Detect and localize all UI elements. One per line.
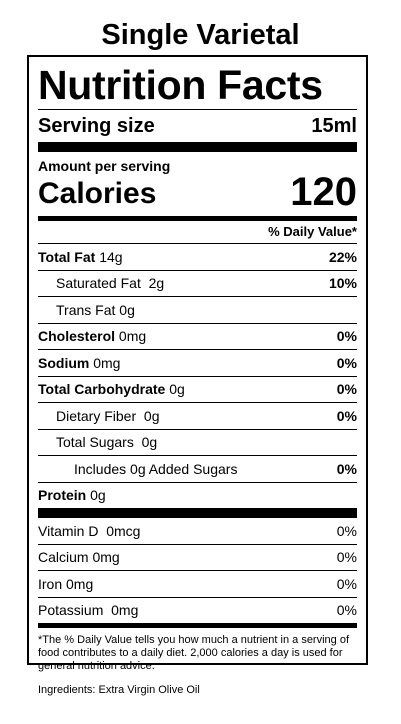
amount-per-serving: Amount per serving (38, 158, 171, 174)
nutrient-name: Includes 0g Added Sugars (74, 460, 238, 477)
nutrient-amount: 0mg (93, 354, 121, 371)
vitamin-dv: 0% (336, 549, 357, 566)
nutrient-row-total-sugars: Total Sugars 0g (38, 428, 357, 456)
nutrient-name: Total Sugars (56, 434, 134, 451)
nutrient-dv: 22% (328, 248, 357, 265)
nutrient-dv: 0% (336, 381, 357, 398)
vitamin-name: Potassium (38, 602, 104, 619)
daily-value-header: % Daily Value* (268, 224, 357, 239)
nutrient-dv: 10% (328, 275, 357, 292)
nutrient-dv: 0% (336, 460, 357, 477)
nutrient-dv: 0% (336, 354, 357, 371)
daily-value-footnote: *The % Daily Value tells you how much a … (38, 634, 350, 672)
nutrient-amount: 2g (148, 275, 165, 292)
serving-size-label: Serving size (38, 115, 155, 137)
serving-size-value: 15ml (311, 115, 357, 137)
nutrient-name: Trans Fat (56, 301, 116, 318)
nutrient-name: Protein (38, 487, 87, 504)
vitamin-dv: 0% (336, 575, 357, 592)
nutrient-name: Saturated Fat (56, 275, 141, 292)
nutrient-name: Sodium (38, 354, 90, 371)
nutrient-amount: 14g (99, 248, 123, 265)
nutrient-row-saturated-fat: Saturated Fat 2g 10% (38, 269, 357, 297)
vitamin-dv: 0% (336, 602, 357, 619)
nutrient-amount: 0g (141, 434, 158, 451)
nutrient-dv: 0% (336, 407, 357, 424)
nutrient-row-protein: Protein 0g (38, 481, 357, 509)
vitamin-row-iron: Iron 0mg 0% (38, 570, 357, 597)
vitamin-amount: 0mcg (106, 522, 141, 539)
nutrient-name: Cholesterol (38, 328, 116, 345)
nutrient-amount: 0g (169, 381, 185, 398)
vitamin-amount: 0mg (111, 602, 139, 619)
calories-row: Calories 120 (38, 170, 357, 214)
nutrient-row-total-carbohydrate: Total Carbohydrate 0g 0% (38, 375, 357, 403)
nutrient-row-total-fat: Total Fat 14g 22% (38, 243, 357, 270)
nutrient-name: Dietary Fiber (56, 407, 137, 424)
vitamin-row-potassium: Potassium 0mg 0% (38, 596, 357, 624)
nutrient-amount: 0mg (118, 328, 147, 345)
vitamin-name: Iron (38, 575, 63, 592)
thick-divider (38, 508, 357, 518)
ingredients-text: Ingredients: Extra Virgin Olive Oil (38, 684, 200, 696)
vitamin-name: Calcium (38, 549, 89, 566)
vitamin-row-vitamin-d: Vitamin D 0mcg 0% (38, 518, 357, 544)
nutrient-amount: 0g (90, 487, 106, 504)
medium-divider (38, 216, 357, 221)
nutrient-row-cholesterol: Cholesterol 0mg 0% (38, 322, 357, 350)
serving-size-row: Serving size 15ml (38, 109, 357, 142)
medium-divider (38, 623, 357, 628)
nutrient-row-sodium: Sodium 0mg 0% (38, 349, 357, 376)
vitamin-row-calcium: Calcium 0mg 0% (38, 543, 357, 571)
vitamin-amount: 0mg (66, 575, 94, 592)
nutrient-row-trans-fat: Trans Fat 0g (38, 296, 357, 323)
vitamins-section: Vitamin D 0mcg 0% Calcium 0mg 0% Iron 0m… (38, 518, 357, 623)
nutrient-name: Total Carbohydrate (38, 381, 166, 398)
vitamin-dv: 0% (336, 522, 357, 539)
calories-label: Calories (38, 177, 157, 210)
thick-divider (38, 142, 357, 152)
nutrient-row-added-sugars: Includes 0g Added Sugars 0% (38, 455, 357, 482)
nutrition-facts-heading: Nutrition Facts (38, 62, 323, 108)
nutrient-dv: 0% (336, 328, 357, 345)
nutrient-amount: 0g (143, 407, 160, 424)
nutrition-facts-label: Nutrition Facts Serving size 15ml Amount… (27, 55, 368, 672)
calories-value: 120 (290, 170, 357, 214)
product-title: Single Varietal (101, 19, 300, 51)
vitamin-name: Vitamin D (38, 522, 99, 539)
nutrient-row-dietary-fiber: Dietary Fiber 0g 0% (38, 402, 357, 429)
nutrient-name: Total Fat (38, 248, 96, 265)
vitamin-amount: 0mg (92, 549, 120, 566)
nutrient-amount: 0g (119, 301, 135, 318)
